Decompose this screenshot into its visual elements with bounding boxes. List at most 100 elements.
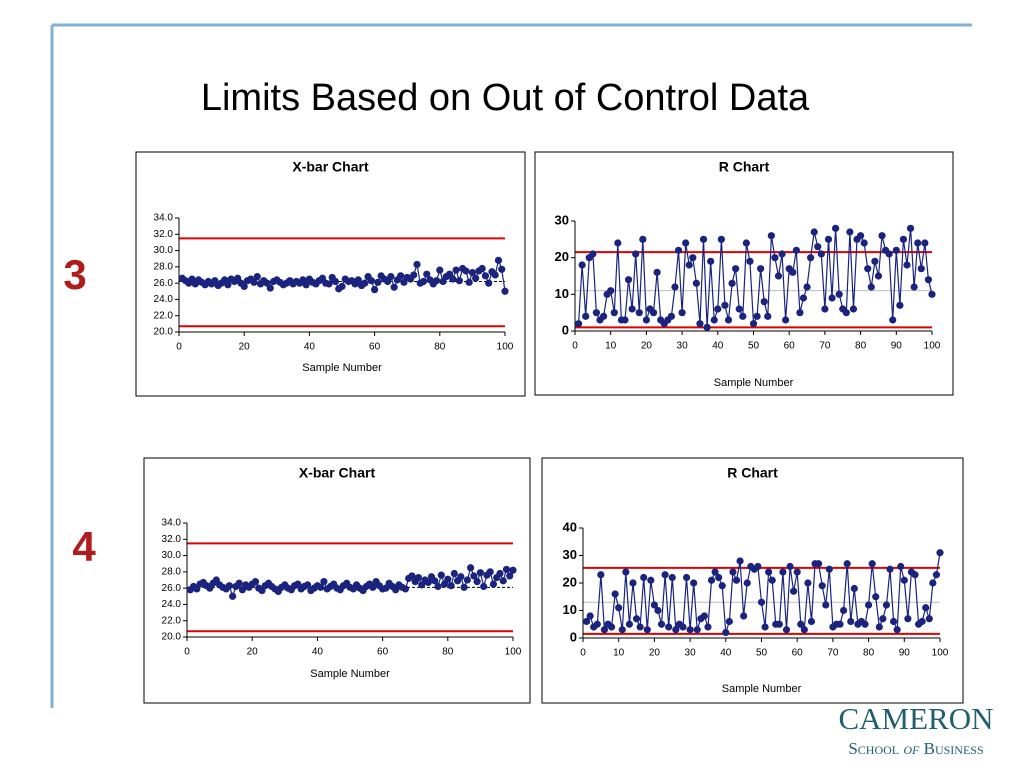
- data-point: [693, 626, 701, 634]
- data-point: [599, 312, 608, 320]
- data-point: [481, 272, 490, 280]
- data-point: [628, 305, 636, 313]
- data-point: [789, 268, 797, 276]
- x-tick-label: 50: [756, 648, 768, 659]
- data-point: [722, 628, 730, 637]
- data-point: [678, 309, 686, 317]
- x-tick-label: 60: [784, 341, 796, 352]
- data-point: [476, 569, 484, 577]
- data-point: [447, 582, 455, 590]
- data-point: [764, 312, 772, 320]
- x-tick-label: 100: [497, 342, 514, 353]
- data-point: [624, 276, 633, 284]
- y-tick-label: 30: [563, 547, 577, 562]
- data-point: [786, 562, 794, 571]
- x-axis-label: Sample Number: [302, 362, 382, 374]
- data-point: [757, 598, 766, 606]
- data-point: [779, 568, 787, 576]
- data-point: [725, 617, 733, 626]
- data-point: [685, 261, 693, 269]
- data-point: [754, 562, 762, 571]
- data-point: [361, 279, 369, 287]
- data-point: [589, 250, 597, 258]
- data-point: [690, 579, 698, 587]
- data-point: [732, 576, 741, 584]
- data-point: [707, 576, 716, 584]
- data-point: [467, 564, 475, 572]
- data-point: [629, 579, 637, 587]
- data-point: [921, 239, 929, 247]
- data-point: [682, 239, 690, 247]
- data-point: [485, 279, 493, 287]
- chart-title: X-bar Chart: [299, 465, 376, 481]
- data-point: [657, 620, 666, 628]
- y-tick-label: 28.0: [162, 566, 182, 577]
- y-tick-label: 22.0: [162, 615, 182, 626]
- data-point: [822, 601, 830, 609]
- x-tick-label: 20: [247, 647, 259, 658]
- data-point: [491, 271, 499, 279]
- data-point: [470, 572, 478, 580]
- data-line: [578, 228, 933, 328]
- data-point: [371, 286, 379, 294]
- y-tick-label: 20.0: [154, 327, 174, 338]
- data-point: [650, 601, 659, 609]
- data-point: [224, 281, 232, 289]
- data-point: [749, 320, 758, 328]
- data-point: [597, 571, 605, 579]
- data-point: [889, 617, 898, 626]
- data-point: [792, 246, 800, 254]
- y-tick-label: 34.0: [162, 518, 182, 529]
- data-point: [498, 265, 506, 273]
- data-point: [800, 626, 808, 634]
- data-point: [797, 620, 805, 628]
- data-point: [374, 278, 382, 286]
- data-point: [872, 593, 880, 601]
- x-tick-label: 80: [434, 342, 446, 353]
- x-tick-label: 70: [819, 341, 831, 352]
- data-point: [436, 266, 444, 274]
- data-point: [896, 301, 904, 309]
- data-point: [401, 585, 410, 593]
- data-point: [703, 323, 711, 331]
- data-point: [618, 626, 626, 634]
- data-point: [790, 587, 798, 595]
- data-point: [635, 309, 643, 317]
- data-point: [489, 580, 498, 588]
- data-point: [460, 583, 468, 591]
- data-point: [874, 272, 883, 280]
- data-point: [807, 617, 816, 626]
- data-point: [449, 275, 457, 283]
- data-point: [843, 560, 851, 568]
- data-point: [672, 626, 680, 634]
- data-point: [665, 623, 673, 631]
- data-point: [621, 316, 629, 324]
- data-point: [611, 590, 619, 598]
- data-point: [832, 224, 840, 232]
- data-point: [649, 309, 658, 317]
- chart-panel: [135, 151, 526, 397]
- data-point: [473, 578, 481, 586]
- data-point: [699, 235, 708, 243]
- data-point: [432, 277, 441, 285]
- data-point: [369, 583, 377, 591]
- row-label: 3: [63, 251, 86, 298]
- data-point: [457, 573, 465, 581]
- data-point: [632, 250, 640, 258]
- data-point: [235, 579, 243, 587]
- y-tick-label: 24.0: [154, 294, 174, 305]
- data-point: [925, 615, 933, 623]
- data-point: [444, 575, 452, 583]
- data-point: [410, 271, 418, 279]
- data-point: [804, 579, 812, 587]
- data-point: [632, 615, 641, 623]
- data-point: [740, 612, 748, 620]
- y-tick-label: 40: [563, 519, 577, 534]
- x-axis-label: Sample Number: [714, 377, 794, 389]
- x-tick-label: 80: [863, 648, 875, 659]
- x-tick-label: 90: [891, 341, 903, 352]
- data-point: [864, 265, 872, 273]
- data-point: [771, 254, 779, 262]
- data-point: [882, 601, 891, 609]
